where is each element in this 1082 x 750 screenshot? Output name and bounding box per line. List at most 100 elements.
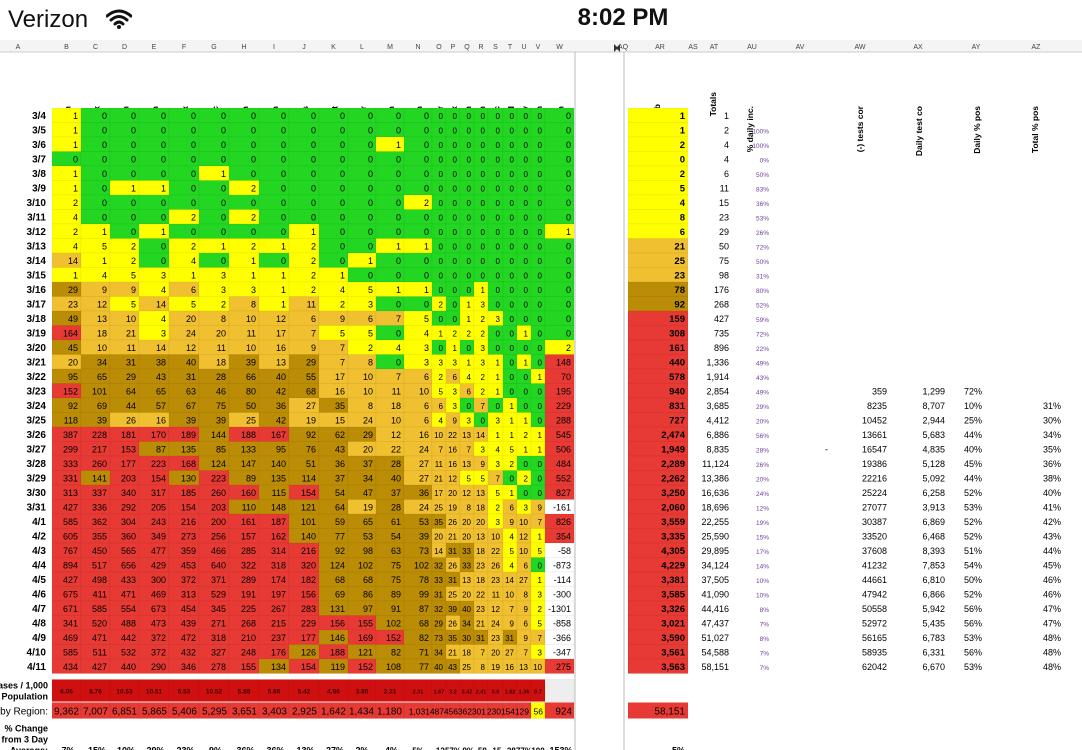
column-letter[interactable]: I xyxy=(273,44,275,51)
data-cell-value: 0 xyxy=(368,140,373,150)
data-cell-value: 0 xyxy=(496,243,501,252)
data-cell-value: 0 xyxy=(396,358,401,368)
data-cell-value: 1 xyxy=(524,330,529,339)
date-label: 3/30 xyxy=(27,488,47,499)
per1000-cell[interactable] xyxy=(544,679,575,702)
column-letter[interactable]: F xyxy=(182,44,186,51)
data-cell-value: 372 xyxy=(151,648,166,658)
data-cell-value: 0 xyxy=(538,112,543,121)
data-cell-value: 3 xyxy=(496,460,501,469)
column-letter[interactable]: S xyxy=(493,44,498,51)
data-cell-value: 1 xyxy=(496,359,501,368)
pct-change-value: -36% xyxy=(263,746,284,750)
data-cell-value: 314 xyxy=(271,546,286,556)
data-cell-value: 216 xyxy=(181,517,196,527)
totals-value: 13,386 xyxy=(701,474,729,484)
data-cell[interactable] xyxy=(544,658,575,674)
data-cell-value: 73 xyxy=(434,634,443,643)
data-cell-value: 0 xyxy=(102,169,107,179)
pct-change-label: % Change xyxy=(4,724,48,734)
data-cell-value: 439 xyxy=(181,619,196,629)
freeze-marker-icon[interactable] xyxy=(616,44,620,52)
column-letter[interactable]: AY xyxy=(972,44,981,51)
column-letter[interactable]: AZ xyxy=(1032,44,1042,51)
spreadsheet[interactable]: A B C D E F G H I J K L M N O P Q R S T U V W AQ AR AS AT AU AV AW AX A… xyxy=(0,40,1082,750)
data-cell-value: 532 xyxy=(121,648,136,658)
data-cell-value: 675 xyxy=(63,590,78,600)
column-letter[interactable]: AU xyxy=(747,44,757,51)
data-cell-value: 0 xyxy=(439,243,444,252)
data-cell-value: 0 xyxy=(481,112,486,121)
data-cell-value: 0 xyxy=(496,185,501,194)
column-letter[interactable]: E xyxy=(152,44,157,51)
column-letter[interactable]: AV xyxy=(796,44,805,51)
totals-value: 176 xyxy=(714,285,729,295)
data-cell-value: 0 xyxy=(566,285,571,295)
column-letter[interactable]: AR xyxy=(655,44,665,51)
column-letter[interactable]: D xyxy=(122,44,127,51)
column-letter[interactable]: V xyxy=(536,44,541,51)
column-letter[interactable]: L xyxy=(360,44,364,51)
pct-daily-inc-value: 36% xyxy=(756,201,769,208)
data-cell-value: 0 xyxy=(524,373,529,382)
data-cell-value: 1 xyxy=(524,417,529,426)
data-cell-value: 26 xyxy=(126,416,136,426)
data-cell-value: 283 xyxy=(301,604,316,614)
column-letter[interactable]: N xyxy=(415,44,420,51)
data-cell-value: 0 xyxy=(396,111,401,121)
region-total-cell[interactable] xyxy=(544,702,575,719)
data-cell-value: 40 xyxy=(391,474,401,484)
data-cell-value: 6 xyxy=(368,314,373,324)
data-cell-value: 168 xyxy=(181,459,196,469)
column-letter[interactable]: U xyxy=(521,44,526,51)
column-letter[interactable]: T xyxy=(508,44,513,51)
column-letter[interactable]: R xyxy=(478,44,483,51)
column-letter[interactable]: AQ xyxy=(618,44,629,51)
column-letter[interactable]: B xyxy=(64,44,69,51)
column-letter[interactable]: H xyxy=(241,44,246,51)
data-cell-value: 28 xyxy=(216,372,226,382)
neg-tests-value: 41232 xyxy=(862,561,887,571)
data-cell-value: 4 xyxy=(510,533,515,542)
data-cell-value: 0 xyxy=(281,213,286,223)
data-cell-value: 0 xyxy=(311,111,316,121)
data-cell-value: 69 xyxy=(97,401,107,411)
column-letter[interactable]: AT xyxy=(710,44,719,51)
column-letter[interactable]: Q xyxy=(464,44,470,51)
region-grand-total-cell[interactable] xyxy=(628,702,688,719)
total-new-cell[interactable] xyxy=(627,658,689,674)
data-cell-value: 0 xyxy=(251,198,256,208)
data-cell-value: 5 xyxy=(368,329,373,339)
spreadsheet-grid[interactable]: A B C D E F G H I J K L M N O P Q R S T U V W AQ AR AS AT AU AV AW AX A… xyxy=(0,40,1082,750)
data-cell-value: 0 xyxy=(538,257,543,266)
data-cell-value: 0 xyxy=(102,111,107,121)
data-cell-value: 0 xyxy=(131,111,136,121)
data-cell-value: 11 xyxy=(247,329,256,339)
daily-tests-value: 6,866 xyxy=(922,590,945,600)
date-label: 4/4 xyxy=(32,561,46,572)
column-letter[interactable]: M xyxy=(387,44,393,51)
data-cell-value: 26 xyxy=(448,620,457,629)
column-letter[interactable]: J xyxy=(302,44,306,51)
data-cell-value: 20 xyxy=(363,445,373,455)
column-letter[interactable]: C xyxy=(93,44,98,51)
data-cell-value: 1 xyxy=(424,242,429,252)
column-letter[interactable]: AW xyxy=(854,44,865,51)
column-letter[interactable]: AS xyxy=(688,44,698,51)
pct-daily-inc-value: 22% xyxy=(756,346,769,353)
data-cell-value: 65 xyxy=(156,387,166,397)
table-row: 4/7 671 585 554 673 454 345 225 267 283 131 97 91 87 3… xyxy=(32,600,1061,616)
column-letter[interactable]: O xyxy=(436,44,442,51)
data-cell-value: 313 xyxy=(181,590,196,600)
column-letter[interactable]: K xyxy=(331,44,336,51)
column-letter[interactable]: AX xyxy=(913,44,923,51)
column-letter[interactable]: W xyxy=(556,44,563,51)
column-letter[interactable]: G xyxy=(211,44,216,51)
data-cell-value: 140 xyxy=(301,532,316,542)
column-letter[interactable]: P xyxy=(451,44,456,51)
data-cell-value: 1 xyxy=(161,184,166,194)
data-cell-value: 65 xyxy=(363,517,373,527)
column-letter[interactable]: A xyxy=(16,44,21,51)
data-cell-value: 0 xyxy=(524,228,529,237)
data-cell-value: 34 xyxy=(97,358,107,368)
